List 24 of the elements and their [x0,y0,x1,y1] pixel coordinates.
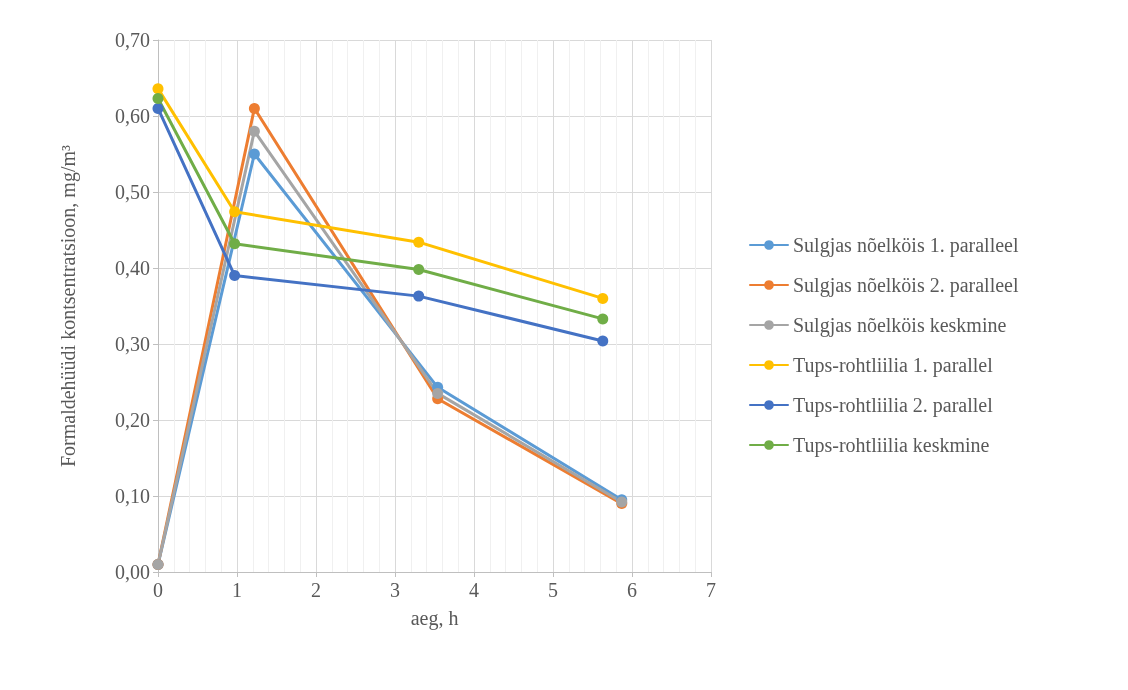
y-tick-label: 0,00 [115,561,150,583]
x-tick-label: 3 [390,579,400,601]
y-tick-label: 0,30 [115,333,150,355]
y-tick-label: 0,10 [115,485,150,507]
x-tick-label: 4 [469,579,479,601]
y-tick-label: 0,20 [115,409,150,431]
legend-label: Sulgjas nõelköis 2. paralleel [793,274,1019,297]
x-tick-label: 6 [627,579,637,601]
x-tick-label: 0 [153,579,163,601]
y-tick-label: 0,60 [115,105,150,127]
x-tick-label: 2 [311,579,321,601]
legend-label: Sulgjas nõelköis keskmine [793,314,1007,337]
x-axis-title: aeg, h [410,607,459,630]
y-tick-label: 0,40 [115,257,150,279]
legend-label: Tups-rohtliilia 2. parallel [793,394,994,417]
x-tick-label: 1 [232,579,242,601]
x-tick-label: 5 [548,579,558,601]
legend-label: Tups-rohtliilia 1. parallel [793,354,994,377]
legend-label: Tups-rohtliilia keskmine [793,434,990,457]
y-axis-title: Formaldehüüdi kontsentratsioon, mg/m³ [57,144,80,468]
y-tick-label: 0,70 [115,29,150,51]
legend-label: Sulgjas nõelköis 1. paralleel [793,234,1019,257]
x-tick-label: 7 [706,579,716,601]
y-tick-label: 0,50 [115,181,150,203]
